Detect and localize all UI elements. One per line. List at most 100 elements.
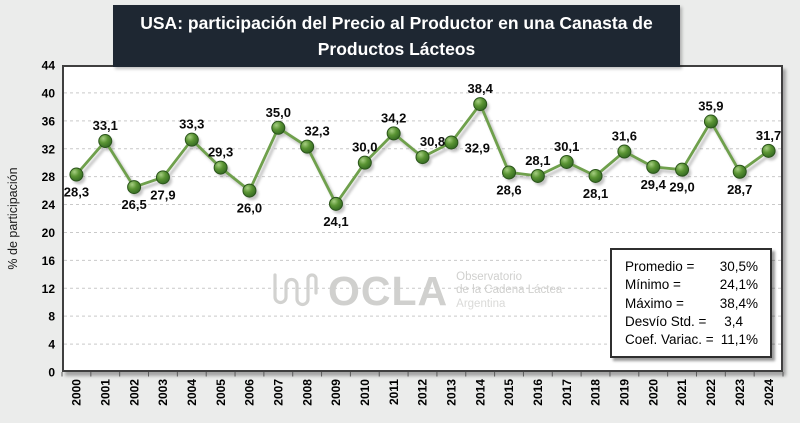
- y-tick-label: 0: [48, 366, 55, 380]
- ocla-subtitle-line2: de la Cadena Láctea: [456, 284, 563, 297]
- data-label-2020: 29,4: [641, 177, 667, 192]
- data-point-2003: [155, 170, 170, 185]
- x-tick-label: 2004: [185, 379, 199, 406]
- data-point-2002: [127, 180, 142, 195]
- ocla-logo-text: OCLA: [328, 267, 449, 314]
- ocla-wave-icon: [273, 273, 318, 307]
- x-tick-label: 2021: [675, 379, 689, 406]
- x-tick-label: 2014: [473, 379, 487, 406]
- data-point-2008: [300, 139, 315, 154]
- data-point-2000: [69, 167, 84, 182]
- data-label-2000: 28,3: [64, 185, 89, 200]
- data-point-2011: [386, 126, 401, 141]
- data-point-2010: [357, 155, 372, 170]
- y-tick-label: 12: [42, 282, 56, 296]
- x-tick-label: 2003: [156, 379, 170, 406]
- stat-value: 3,4: [724, 313, 743, 329]
- stat-value: 38,4%: [719, 295, 758, 311]
- data-point-2007: [271, 120, 286, 135]
- data-point-2004: [184, 132, 199, 147]
- data-label-2023: 28,7: [727, 182, 752, 197]
- data-point-2023: [732, 164, 747, 179]
- data-point-2001: [98, 134, 113, 149]
- y-tick-label: 8: [48, 310, 55, 324]
- data-label-2007: 35,0: [266, 105, 291, 120]
- y-tick-label: 4: [48, 338, 55, 352]
- data-label-2011: 34,2: [381, 110, 406, 125]
- data-point-2012: [415, 150, 430, 165]
- stat-row-desvio: Desvío Std. = 3,4: [625, 314, 758, 329]
- x-tick-label: 2008: [300, 379, 314, 406]
- y-tick-label: 20: [42, 226, 56, 240]
- data-point-2005: [213, 160, 228, 175]
- y-tick-label: 40: [42, 86, 56, 100]
- data-label-2021: 29,0: [669, 180, 694, 195]
- chart-title: USA: participación del Precio al Product…: [113, 5, 680, 67]
- data-label-2005: 29,3: [208, 145, 233, 160]
- data-label-2022: 35,9: [698, 99, 723, 114]
- x-tick-label: 2009: [329, 379, 343, 406]
- stat-label: Desvío Std. =: [625, 313, 707, 329]
- data-label-2012: 30,8: [420, 134, 445, 149]
- ocla-subtitle: Observatorio de la Cadena Láctea Argenti…: [456, 271, 562, 312]
- y-axis-title: % de participación: [6, 167, 20, 269]
- data-label-2016: 28,1: [525, 153, 550, 168]
- data-point-2024: [761, 143, 776, 158]
- data-point-2015: [502, 165, 517, 180]
- stat-label: Promedio =: [625, 259, 695, 274]
- x-tick-label: 2012: [416, 379, 430, 406]
- data-point-2022: [703, 114, 718, 129]
- x-tick-label: 2020: [646, 379, 660, 406]
- x-tick-label: 2019: [618, 379, 632, 406]
- data-label-2014: 38,4: [468, 81, 494, 96]
- data-point-2017: [559, 154, 574, 169]
- y-tick-label: 32: [42, 142, 56, 156]
- x-tick-label: 2024: [762, 379, 776, 406]
- data-label-2002: 26,5: [121, 197, 146, 212]
- data-label-2013: 32,9: [465, 140, 490, 155]
- stat-value: 24,1%: [719, 277, 758, 293]
- stat-label: Mínimo =: [625, 277, 681, 293]
- x-tick-label: 2016: [531, 379, 545, 406]
- ocla-watermark: OCLA Observatorio de la Cadena Láctea Ar…: [270, 262, 562, 320]
- y-tick-label: 28: [42, 170, 56, 184]
- x-tick-label: 2013: [445, 379, 459, 406]
- x-tick-label: 2017: [560, 379, 574, 406]
- x-tick-label: 2001: [98, 379, 112, 406]
- stat-label: Máximo =: [625, 295, 684, 311]
- y-tick-label: 44: [42, 59, 56, 73]
- x-tick-label: 2007: [272, 379, 286, 406]
- data-label-2003: 27,9: [150, 187, 175, 202]
- data-label-2018: 28,1: [583, 186, 608, 201]
- ocla-subtitle-line3: Argentina: [456, 297, 506, 310]
- data-point-2009: [328, 196, 343, 211]
- data-label-2008: 32,3: [304, 124, 329, 139]
- data-label-2001: 33,1: [93, 118, 118, 133]
- data-point-2006: [242, 183, 257, 198]
- stat-label: Coef. Variac. =: [625, 332, 714, 347]
- x-tick-label: 2010: [358, 379, 372, 406]
- stat-row-promedio: Promedio = 30,5%: [625, 259, 758, 274]
- data-point-2016: [530, 168, 545, 183]
- data-point-2018: [588, 168, 603, 183]
- stat-value: 30,5%: [719, 259, 758, 274]
- data-point-2014: [473, 97, 488, 112]
- x-tick-label: 2015: [502, 379, 516, 406]
- data-label-2017: 30,1: [554, 139, 579, 154]
- stat-value: 11,1%: [720, 332, 758, 347]
- data-point-2019: [617, 144, 632, 159]
- x-tick-label: 2023: [733, 379, 747, 406]
- data-label-2010: 30,0: [352, 140, 377, 155]
- data-point-2021: [675, 162, 690, 177]
- data-label-2004: 33,3: [179, 117, 204, 132]
- data-point-2013: [444, 135, 459, 150]
- x-tick-label: 2011: [387, 379, 401, 405]
- x-tick-label: 2000: [70, 379, 84, 406]
- stat-row-minimo: Mínimo = 24,1%: [625, 277, 758, 292]
- x-tick-label: 2002: [127, 379, 141, 406]
- ocla-subtitle-line1: Observatorio: [456, 270, 522, 283]
- x-tick-label: 2006: [243, 379, 257, 406]
- data-label-2006: 26,0: [237, 201, 262, 216]
